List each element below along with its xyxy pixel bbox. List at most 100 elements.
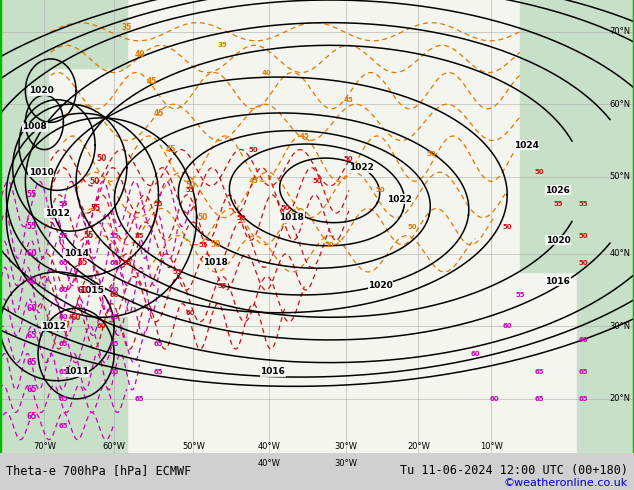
Text: 1012: 1012	[44, 209, 70, 218]
Bar	[0, 0, 48, 453]
Text: 1016: 1016	[545, 276, 571, 286]
Text: 65: 65	[154, 368, 163, 375]
Text: 55: 55	[173, 269, 182, 275]
Text: 50: 50	[280, 205, 290, 212]
Text: 1011: 1011	[63, 367, 89, 376]
Text: 65: 65	[59, 396, 68, 402]
Text: 45: 45	[166, 145, 176, 154]
Text: 50: 50	[375, 187, 385, 194]
Text: 55: 55	[135, 233, 144, 239]
Text: 65: 65	[27, 385, 37, 394]
Text: 1012: 1012	[41, 322, 67, 331]
Text: 65: 65	[27, 331, 37, 340]
Text: 55: 55	[154, 201, 163, 207]
Text: Theta-e 700hPa [hPa] ECMWF: Theta-e 700hPa [hPa] ECMWF	[6, 464, 191, 477]
Text: 1020: 1020	[368, 281, 393, 290]
Text: 55: 55	[553, 201, 562, 207]
Text: 35: 35	[217, 42, 227, 49]
Text: 65: 65	[579, 396, 588, 402]
Text: 1020: 1020	[29, 86, 54, 95]
Text: 60: 60	[489, 396, 500, 402]
Text: 60: 60	[71, 313, 81, 322]
Text: 50: 50	[185, 181, 195, 190]
Text: 65: 65	[110, 342, 119, 347]
Text: 45: 45	[344, 97, 354, 103]
Text: 40: 40	[134, 50, 145, 59]
Text: 1018: 1018	[203, 258, 228, 268]
Text: 65: 65	[534, 368, 543, 375]
Text: 60: 60	[470, 350, 481, 357]
Text: 20°N: 20°N	[610, 394, 631, 403]
Text: 60: 60	[27, 249, 37, 258]
Text: 60: 60	[185, 310, 195, 316]
Text: 45: 45	[153, 109, 164, 118]
Text: 1008: 1008	[22, 122, 48, 131]
Text: 65: 65	[579, 368, 588, 375]
Text: 65: 65	[110, 314, 119, 320]
Text: 65: 65	[59, 368, 68, 375]
Text: 50: 50	[198, 213, 208, 222]
Bar	[577, 0, 634, 453]
Text: 60: 60	[58, 260, 68, 266]
Text: 60: 60	[27, 276, 37, 286]
Text: 55: 55	[515, 292, 524, 297]
Text: 60: 60	[109, 292, 119, 297]
Text: 55: 55	[110, 233, 119, 239]
Text: 65: 65	[59, 342, 68, 347]
Text: 50: 50	[96, 154, 107, 163]
Text: 65: 65	[154, 342, 163, 347]
Text: 1026: 1026	[545, 186, 571, 195]
Text: 55: 55	[90, 204, 100, 213]
Text: 55: 55	[579, 201, 588, 207]
Text: 1022: 1022	[349, 163, 374, 172]
Bar	[0, 0, 127, 68]
Text: 65: 65	[534, 396, 543, 402]
Text: Tu 11-06-2024 12:00 UTC (00+180): Tu 11-06-2024 12:00 UTC (00+180)	[399, 464, 628, 477]
Text: 60: 60	[109, 287, 119, 293]
Text: 1014: 1014	[63, 249, 89, 258]
Text: 70°W: 70°W	[33, 442, 56, 451]
Text: ©weatheronline.co.uk: ©weatheronline.co.uk	[503, 478, 628, 488]
Text: 1022: 1022	[387, 195, 412, 204]
Text: 70°N: 70°N	[610, 27, 631, 36]
Text: 50: 50	[578, 233, 588, 239]
Text: 50: 50	[578, 260, 588, 266]
Text: 60°N: 60°N	[610, 100, 631, 109]
Text: 60: 60	[58, 314, 68, 320]
Text: 65: 65	[135, 396, 144, 402]
Text: 50°N: 50°N	[610, 172, 631, 181]
Text: 55: 55	[77, 258, 87, 268]
Text: 40°W: 40°W	[258, 459, 281, 468]
Text: 55: 55	[27, 191, 37, 199]
Text: 1020: 1020	[545, 236, 571, 245]
Text: 55: 55	[217, 283, 226, 289]
Text: 50: 50	[534, 169, 544, 175]
Text: 1024: 1024	[514, 141, 539, 149]
Text: 55: 55	[59, 233, 68, 239]
Text: 1015: 1015	[79, 286, 105, 294]
Text: 40°N: 40°N	[610, 249, 631, 258]
Text: 1016: 1016	[260, 367, 285, 376]
Text: 1010: 1010	[29, 168, 54, 177]
Text: 60: 60	[77, 286, 87, 294]
Text: 45: 45	[249, 178, 259, 184]
Text: 60: 60	[58, 287, 68, 293]
Text: 30°N: 30°N	[610, 322, 631, 331]
Text: 20°W: 20°W	[407, 442, 430, 451]
Text: 30°W: 30°W	[334, 442, 357, 451]
Text: 45: 45	[299, 133, 309, 139]
Text: 40°W: 40°W	[258, 442, 281, 451]
Text: 55: 55	[122, 260, 131, 266]
Text: 40: 40	[261, 70, 271, 75]
Text: 60: 60	[96, 323, 107, 329]
Text: 55: 55	[186, 187, 195, 194]
Text: 30°W: 30°W	[334, 459, 357, 468]
Text: 50: 50	[426, 151, 436, 157]
Text: 65: 65	[27, 413, 37, 421]
Text: 55: 55	[198, 242, 207, 248]
Text: 50: 50	[312, 178, 322, 184]
Text: 55: 55	[84, 231, 94, 240]
Text: 60°W: 60°W	[103, 442, 126, 451]
Text: 60: 60	[27, 304, 37, 313]
Text: 60: 60	[502, 323, 512, 329]
